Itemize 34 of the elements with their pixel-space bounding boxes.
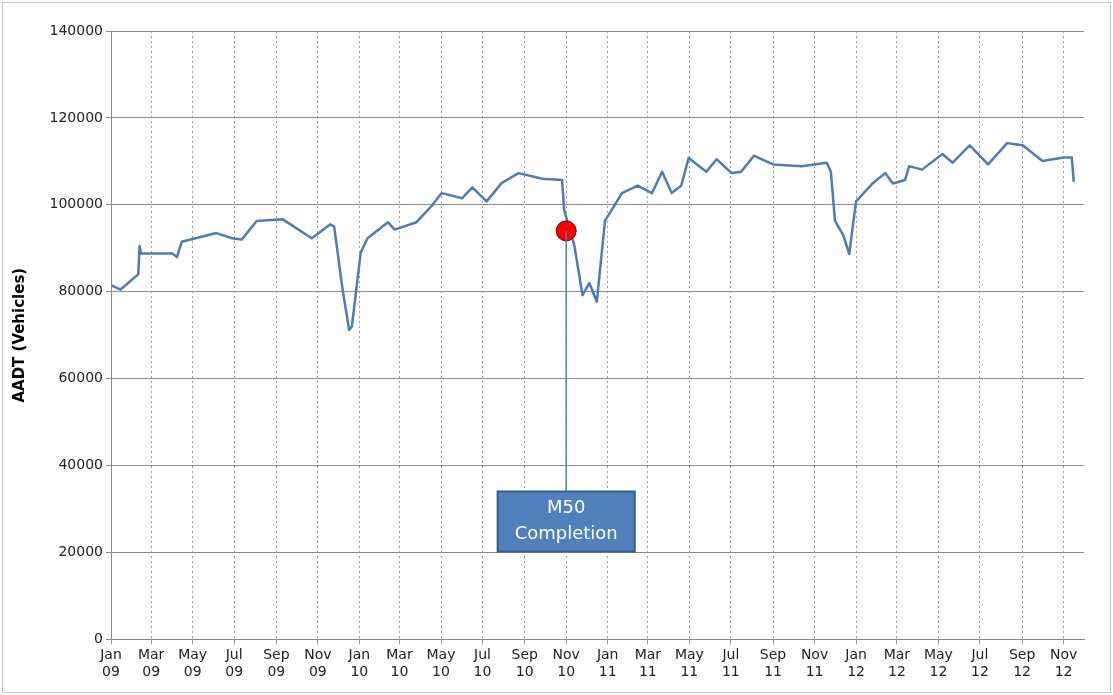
y-tick-label: 80000: [58, 282, 103, 299]
x-tick-label: Mar 09: [137, 646, 165, 680]
x-tick-label: Jan 09: [99, 646, 122, 680]
x-tick-label: Nov 09: [304, 646, 332, 680]
x-tick-label: Jul 12: [970, 646, 989, 680]
y-tick-label: 60000: [58, 369, 103, 386]
x-tick-label: Sep 10: [511, 646, 538, 680]
x-tick-label: Jul 11: [721, 646, 740, 680]
y-tick-label: 0: [94, 630, 103, 647]
y-tick-label: 20000: [58, 543, 103, 560]
x-tick-label: Sep 09: [263, 646, 290, 680]
x-tick-label: Jul 10: [473, 646, 492, 680]
x-tick-label: Mar 12: [883, 646, 911, 680]
x-tick-label: May 11: [674, 646, 704, 680]
annotation: M50 Completion: [514, 496, 618, 544]
x-tick-label: Jan 11: [595, 646, 619, 680]
y-tick-label: 140000: [49, 21, 103, 38]
x-tick-label: Sep 12: [1008, 646, 1036, 680]
x-tick-label: May 09: [178, 646, 208, 680]
x-tick-label: Jul 09: [224, 646, 244, 680]
y-tick-label: 120000: [49, 108, 103, 125]
x-tick-label: Sep 11: [759, 646, 787, 680]
x-tick-label: Nov 10: [552, 646, 580, 680]
x-tick-label: Jan 12: [844, 646, 867, 680]
x-tick-label: Mar 10: [386, 646, 413, 680]
x-tick-label: Jan 10: [347, 646, 371, 680]
x-tick-label: May 10: [426, 646, 456, 680]
y-tick-label: 40000: [58, 456, 103, 473]
x-tick-label: Nov 11: [800, 646, 829, 680]
x-tick-label: Nov 12: [1049, 646, 1078, 680]
x-tick-label: Mar 11: [634, 646, 662, 680]
y-axis-title: AADT (Vehicles): [9, 267, 28, 403]
x-tick-label: May 12: [923, 646, 953, 680]
y-tick-label: 100000: [49, 195, 103, 212]
